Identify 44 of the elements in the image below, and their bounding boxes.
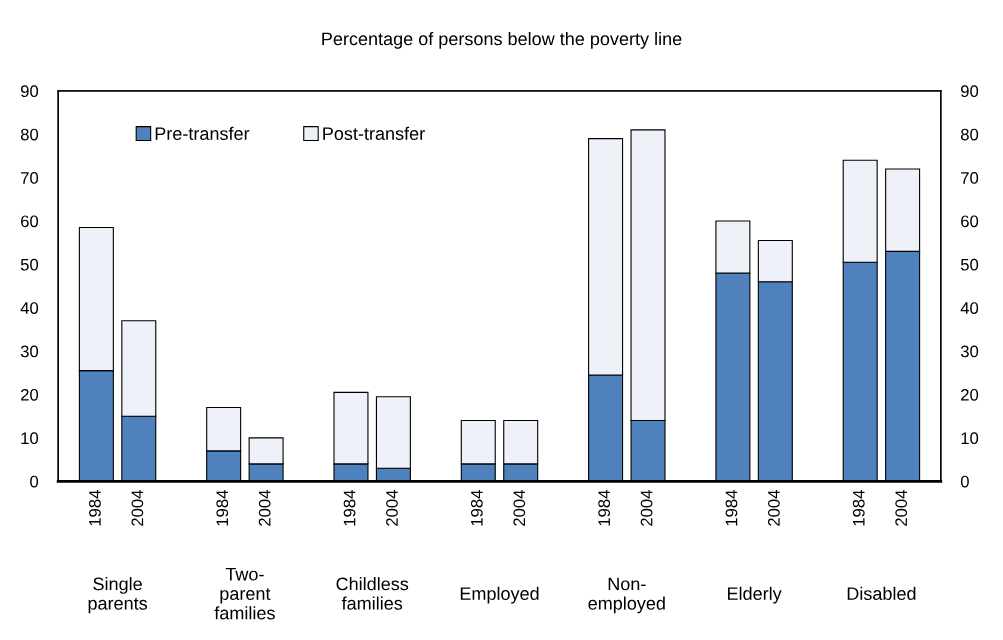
y-tick-label: 80 (20, 128, 39, 141)
x-tick-label: 1984 (852, 490, 865, 526)
y2-tick-label: 50 (960, 258, 979, 271)
y-tick-label: 90 (20, 85, 39, 98)
x-tick-label: 1984 (470, 490, 483, 526)
text: Two- parent families (214, 567, 275, 620)
x-tick-label: 2004 (640, 490, 653, 526)
legend-label: Post-transfer (323, 126, 425, 141)
y-tick-label: 10 (21, 432, 39, 445)
x-tick-label: 2004 (258, 490, 271, 526)
y2-tick-label: 90 (961, 85, 979, 98)
y2-tick-label: 20 (961, 388, 979, 401)
y2-tick-label: 30 (960, 345, 979, 358)
x-tick-label: 1984 (343, 490, 356, 526)
y-tick-label: 0 (30, 475, 39, 488)
x-tick-label: 2004 (131, 490, 144, 526)
x-tick-label: 2004 (513, 490, 526, 526)
x-tick-label: 2004 (895, 490, 908, 526)
y-tick-label: 40 (20, 302, 39, 314)
y2-tick-label: 80 (960, 128, 979, 141)
text: Non- employed (588, 577, 665, 614)
y-tick-label: 60 (21, 215, 39, 228)
text: Childless families (336, 577, 409, 610)
legend-label: Pre-transfer (155, 126, 250, 141)
x-tick-label: 1984 (598, 490, 611, 526)
x-tick-label: 2004 (767, 490, 780, 526)
y2-tick-label: 10 (961, 432, 979, 445)
x-tick-label: 2004 (386, 490, 398, 526)
x-tick-label: 1984 (89, 490, 101, 526)
y2-tick-label: 60 (961, 215, 979, 228)
text: Single parents (88, 577, 148, 614)
text: Elderly (727, 586, 782, 604)
y2-tick-label: 0 (960, 475, 969, 488)
chart-title: Percentage of persons below the poverty line (322, 32, 682, 49)
y-tick-label: 20 (21, 388, 39, 401)
text: Employed (460, 586, 539, 604)
text: Disabled (847, 586, 916, 601)
x-tick-label: 1984 (216, 490, 229, 526)
y-tick-label: 50 (20, 258, 39, 271)
y-tick-label: 30 (20, 345, 39, 358)
y2-tick-label: 40 (960, 302, 979, 314)
y2-tick-label: 70 (961, 172, 979, 184)
x-tick-label: 1984 (725, 490, 738, 526)
y-tick-label: 70 (21, 172, 39, 184)
